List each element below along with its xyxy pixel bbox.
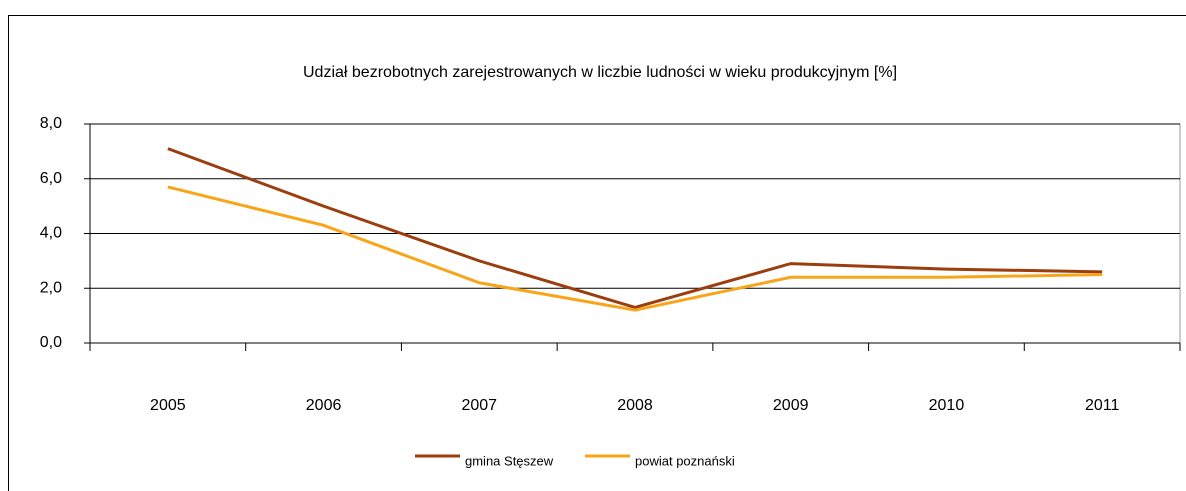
series-line bbox=[167, 185, 1103, 312]
x-tick-label: 2010 bbox=[929, 397, 965, 414]
series-line bbox=[167, 147, 1103, 309]
x-tick-label: 2008 bbox=[617, 397, 653, 414]
chart-frame bbox=[8, 15, 1186, 491]
legend-label: gmina Stęszew bbox=[465, 453, 554, 468]
legend-label: powiat poznański bbox=[635, 453, 735, 468]
y-tick-label: 4,0 bbox=[40, 225, 62, 242]
x-tick-label: 2006 bbox=[306, 397, 342, 414]
x-tick-label: 2011 bbox=[1085, 397, 1120, 414]
x-tick-label: 2009 bbox=[773, 397, 809, 414]
y-tick-label: 6,0 bbox=[40, 170, 62, 187]
y-tick-label: 2,0 bbox=[40, 279, 62, 296]
x-tick-label: 2007 bbox=[461, 397, 497, 414]
y-tick-label: 0,0 bbox=[40, 334, 62, 351]
x-tick-label: 2005 bbox=[150, 397, 186, 414]
y-tick-label: 8,0 bbox=[40, 115, 62, 132]
chart-title: Udział bezrobotnych zarejestrowanych w l… bbox=[303, 64, 897, 81]
